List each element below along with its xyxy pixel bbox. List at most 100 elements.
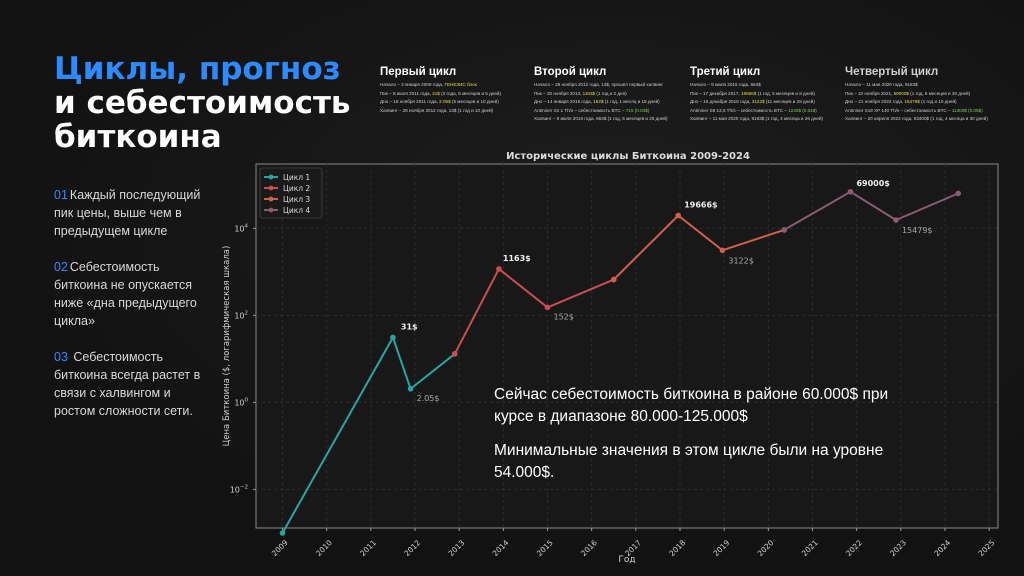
cycle-heading: Второй цикл — [534, 66, 607, 78]
cycle-summary-1: Первый цикл Начало – 3 января 2009 года, … — [380, 66, 540, 115]
x-tick-label: 2019 — [712, 538, 732, 558]
cycle-line-text: Халвинг – 28 ноября 2012 года, 13$ (1 го… — [380, 107, 494, 113]
data-point — [544, 304, 551, 311]
data-point — [610, 276, 617, 283]
cycle-line: Пик – 10 ноября 2021, 69000$ (1 год, 5 м… — [845, 90, 1005, 99]
point-number: 01 — [54, 188, 68, 202]
cycle-line: Начало – 3 января 2009 года, ГЕНЕЗИС бло… — [380, 81, 540, 90]
cycle-line-text: (1 год, 1 месяц и 15 дней) — [603, 99, 660, 105]
y-tick-label: 100 — [234, 397, 248, 407]
series-line-4 — [783, 190, 959, 231]
cycle-summary-4: Четвертый цикл Начало – 11 мая 2020 года,… — [845, 66, 1005, 124]
point-number: 03 — [54, 350, 68, 364]
cycle-line: Дно – 15 декабря 2018 года, 3122$ (11 ме… — [690, 98, 850, 107]
cycle-line-highlight: 2.05$ — [439, 99, 451, 105]
cycle-line-highlight: 31$ — [432, 90, 440, 96]
legend-swatch-marker — [268, 174, 274, 180]
cycle-line: Халвинг – 11 мая 2020 года, 9183$ (1 год… — [690, 115, 850, 124]
cycle-line: Начало – 28 ноября 2012 года, 13$, проше… — [534, 81, 694, 90]
plot-area — [255, 163, 999, 529]
cycle-line-text: Дно – 21 ноября 2022 года, — [845, 99, 905, 105]
cycle-line: Халвинг – 9 июля 2016 года, 664$ (1 год,… — [534, 115, 694, 124]
cycle-line-text: (5 месяцев и 10 дней) — [450, 99, 499, 105]
data-point — [893, 217, 899, 223]
point-1: 01 Каждый последующий пик цены, выше чем … — [54, 186, 204, 240]
cycle-line: Дно – 21 ноября 2022 года, 15479$ (1 год… — [845, 98, 1005, 107]
cycle-line-text: Халвинг – 20 апреля 2024 года, 63400$ (1… — [845, 116, 988, 122]
cycle-line-highlight: 19666$ — [740, 90, 757, 96]
series-line-1 — [281, 335, 456, 534]
cycle-summary-2: Второй цикл Начало – 28 ноября 2012 года,… — [534, 66, 694, 124]
data-label: 152$ — [554, 312, 574, 321]
x-tick-label: 2021 — [800, 538, 820, 558]
data-point — [390, 334, 396, 341]
y-tick-label: 102 — [234, 310, 248, 320]
data-point — [847, 188, 854, 195]
cycle-line-text: Antminer S9 13,5 Th/s – себестоимость BT… — [690, 107, 789, 113]
point-text: Себестоимость биткоина не опускается ниж… — [54, 260, 197, 328]
x-tick-label: 2025 — [977, 538, 997, 558]
cycle-line: Халвинг – 28 ноября 2012 года, 13$ (1 го… — [380, 107, 540, 116]
x-tick-label: 2024 — [932, 538, 952, 558]
x-tick-label: 2009 — [270, 538, 290, 558]
series-line-3 — [613, 214, 785, 281]
legend-swatch-marker — [268, 196, 274, 202]
data-label: 1163$ — [503, 254, 531, 263]
point-text: Себестоимость биткоина всегда растет в с… — [54, 350, 201, 418]
y-axis-label: Цена Биткоина ($, логарифмическая шкала) — [222, 246, 232, 447]
cycle-summary-3: Третий цикл Начало – 9 июля 2016 года, 66… — [690, 66, 850, 124]
legend-entry: Цикл 1 — [283, 173, 310, 182]
cycle-line-highlight: 715 (0.03$) — [625, 107, 650, 113]
overlay-text: Сейчас себестоимость биткоина в районе 6… — [494, 384, 914, 496]
legend-entry: Цикл 3 — [283, 195, 310, 204]
legend-entry: Цикл 2 — [283, 184, 310, 193]
point-3: 03 Себестоимость биткоина всегда растет … — [54, 348, 204, 420]
cycle-line-highlight: 1240$ (0.04$) — [788, 107, 817, 113]
cycle-line-highlight: 15479$ — [904, 99, 920, 105]
cycle-line: Дно – 18 ноября 2011 года, 2.05$ (5 меся… — [380, 98, 540, 107]
cycle-line-text: Пик – 30 ноября 2013, — [534, 90, 583, 96]
data-label: 31$ — [401, 322, 418, 331]
legend-swatch-marker — [268, 207, 274, 213]
overlay-line-1: Сейчас себестоимость биткоина в районе 6… — [494, 386, 889, 425]
data-point — [451, 351, 458, 357]
cycle-line-highlight: 1163$ — [582, 90, 596, 96]
key-points: 01 Каждый последующий пик цены, выше чем … — [54, 186, 204, 438]
data-label: 69000$ — [856, 179, 890, 188]
cycle-line-text: Начало – 11 мая 2020 года, 9183$ — [845, 82, 918, 87]
y-tick-label: 10−2 — [230, 484, 248, 494]
data-point — [675, 212, 682, 219]
x-tick-label: 2015 — [535, 538, 555, 558]
x-tick-label: 2014 — [491, 538, 511, 558]
slide-title: Циклы, прогноз и себестоимость биткоина — [54, 52, 374, 154]
x-tick-label: 2010 — [314, 538, 334, 558]
x-tick-label: 2013 — [447, 538, 467, 558]
x-axis-label: Год — [618, 555, 635, 565]
cycle-line-text: (2 года, 5 месяцев и 5 дней) — [439, 90, 502, 96]
data-label: 19666$ — [684, 201, 718, 210]
cycle-line: Antminer S2 1 Th/s – себестоимость BTC –… — [534, 107, 694, 116]
cycle-line: Начало – 9 июля 2016 года, 664$ — [690, 81, 850, 90]
cycle-line: Халвинг – 20 апреля 2024 года, 63400$ (1… — [845, 115, 1005, 124]
cycle-line-text: Дно – 14 января 2015 года, — [534, 99, 594, 105]
x-tick-label: 2022 — [844, 538, 864, 558]
x-tick-label: 2016 — [579, 538, 599, 558]
cycle-heading: Третий цикл — [690, 66, 761, 78]
cycle-line: Antminer S19 XP 140 Th/s – себестоимость… — [845, 107, 1005, 116]
x-tick-label: 2023 — [888, 538, 908, 558]
data-point — [955, 190, 962, 197]
cycle-line-highlight: ГЕНЕЗИС блок — [444, 82, 477, 87]
cycle-line-text: Начало – 3 января 2009 года, — [380, 82, 445, 87]
cycle-line: Пик – 30 ноября 2013, 1163$ (1 год и 2 д… — [534, 90, 694, 99]
cycle-line-highlight: 3122$ — [751, 99, 765, 105]
cycle-line-text: Пик – 17 декабря 2017, — [690, 90, 741, 96]
cycle-line-text: (11 месяцев и 28 дней) — [764, 99, 815, 105]
cycle-line-highlight: 69000$ — [893, 90, 909, 96]
cycle-line: Antminer S9 13,5 Th/s – себестоимость BT… — [690, 107, 850, 116]
cycle-line-text: (1 год, 5 месяцев и 8 дней) — [756, 90, 815, 96]
x-tick-label: 2012 — [402, 538, 422, 558]
title-rest: и себестоимость биткоина — [54, 85, 351, 155]
series-line-2 — [453, 267, 615, 355]
